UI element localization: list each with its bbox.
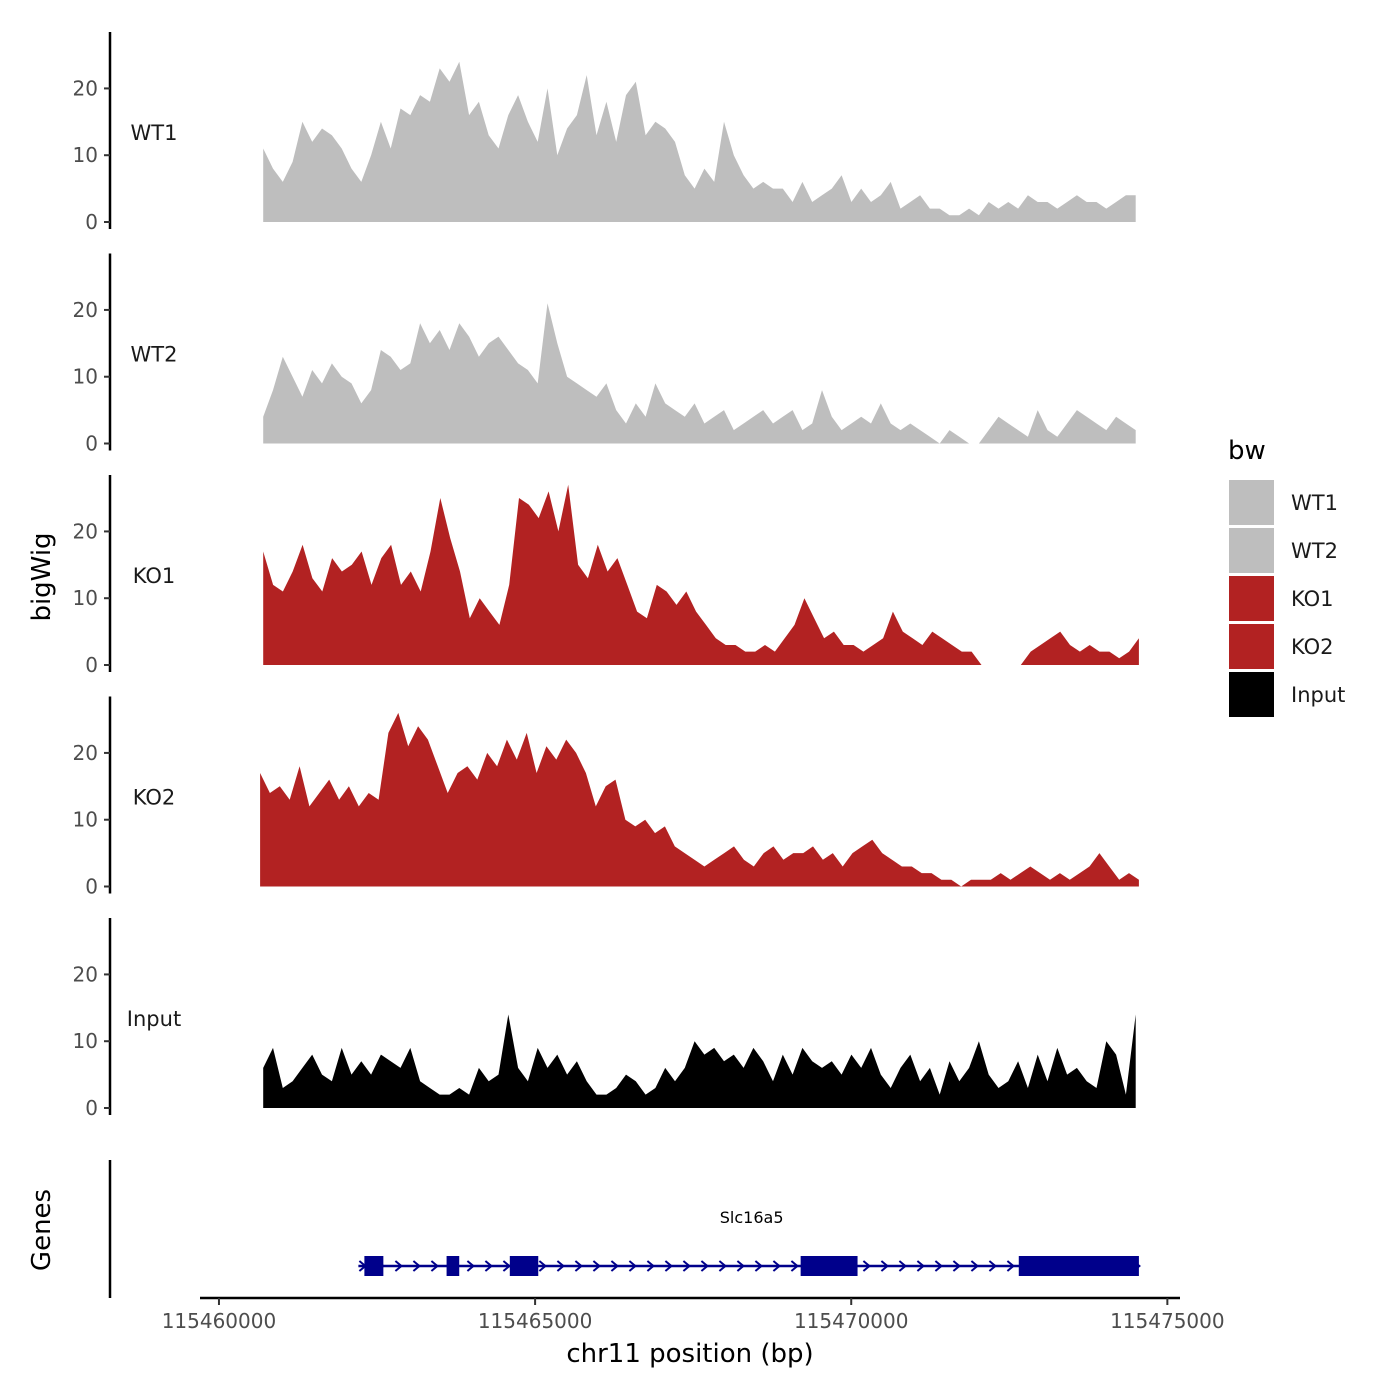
y-tick-label: 0 [85,1096,98,1120]
track-panel-input: 0 10 20 Input [73,918,1136,1120]
y-tick-label: 10 [73,808,98,832]
y-tick-label: 20 [73,298,98,322]
y-tick-label: 0 [85,875,98,899]
legend-swatch [1229,576,1274,621]
strand-arrow [880,1260,889,1272]
y-tick-label: 10 [73,365,98,389]
strand-arrow [430,1260,439,1272]
strand-arrow [574,1260,583,1272]
legend-title: bw [1228,436,1266,466]
strand-arrow [916,1260,925,1272]
coverage-area-wt1 [263,61,1136,223]
strand-arrow [556,1260,565,1272]
y-tick-label: 0 [85,432,98,456]
track-label: WT1 [131,121,178,145]
track-panel-ko2: 0 10 20 KO2 [73,696,1139,899]
x-axis: 115460000 115465000 115470000 115475000 [162,1296,1225,1333]
strand-arrow [1006,1260,1015,1272]
legend-label: KO1 [1291,587,1334,611]
strand-arrow [718,1260,727,1272]
y-tick-label: 20 [73,962,98,986]
track-label: Input [127,1007,181,1031]
strand-arrow [682,1260,691,1272]
legend-item-ko1: KO1 [1229,576,1334,621]
y-axis-title: bigWig [27,532,57,621]
strand-arrow [934,1260,943,1272]
strand-arrow [394,1260,403,1272]
track-label: KO2 [133,785,176,809]
legend-label: WT1 [1291,491,1338,515]
strand-arrow [592,1260,601,1272]
strand-arrow [988,1260,997,1272]
track-label: WT2 [131,342,178,366]
strand-arrow [754,1260,763,1272]
legend-item-wt1: WT1 [1229,480,1338,525]
x-tick-label: 115460000 [162,1309,277,1333]
strand-arrow [610,1260,619,1272]
gene-exon [509,1256,539,1276]
strand-arrow [790,1260,799,1272]
coverage-area-ko2 [260,712,1139,887]
genes-layer: Slc16a5 [108,1160,1141,1298]
track-panel-wt2: 0 10 20 WT2 [73,253,1136,456]
track-label: KO1 [133,564,176,588]
gene-exon [364,1256,384,1276]
legend-swatch [1229,624,1274,669]
strand-arrow [484,1260,493,1272]
legend-item-ko2: KO2 [1229,624,1334,669]
strand-arrow [862,1260,871,1272]
gene-exon [446,1256,460,1276]
y-tick-label: 20 [73,76,98,100]
strand-arrow [466,1260,475,1272]
strand-arrow [538,1260,547,1272]
strand-arrow [412,1260,421,1272]
strand-arrow [646,1260,655,1272]
legend-swatch [1229,528,1274,573]
x-tick-label: 115465000 [478,1309,593,1333]
strand-arrow [664,1260,673,1272]
y-tick-label: 10 [73,1029,98,1053]
strand-arrow [502,1260,511,1272]
y-tick-label: 10 [73,143,98,167]
legend-swatch [1229,480,1274,525]
strand-arrow [772,1260,781,1272]
strand-arrow [736,1260,745,1272]
legend-swatch [1229,672,1274,717]
x-tick-label: 115475000 [1110,1309,1225,1333]
strand-arrow [970,1260,979,1272]
strand-arrow [952,1260,961,1272]
y-tick-label: 10 [73,586,98,610]
track-panel-ko1: 0 10 20 KO1 [73,475,1139,677]
x-axis-title: chr11 position (bp) [566,1339,813,1369]
track-panel-wt1: 0 10 20 WT1 [73,32,1136,234]
tracks-layer: 0 10 20 WT1 0 10 20 WT2 0 10 20 KO1 0 10 20 KO2 0 10 20 Inp… [73,32,1139,1120]
gene-slc16a5: Slc16a5 [358,1208,1141,1276]
gene-exon [800,1256,858,1276]
strand-arrow [700,1260,709,1272]
y-tick-label: 20 [73,519,98,543]
x-tick-label: 115470000 [794,1309,909,1333]
strand-arrow [628,1260,637,1272]
legend: WT1 WT2 KO1 KO2 Input [1229,480,1345,717]
legend-label: KO2 [1291,635,1334,659]
y-tick-label: 0 [85,210,98,234]
coverage-area-input [263,1014,1136,1108]
genes-axis-title: Genes [27,1189,57,1271]
gene-name-label: Slc16a5 [720,1208,784,1227]
legend-item-input: Input [1229,672,1345,717]
strand-arrow [898,1260,907,1272]
gene-exon [1018,1256,1139,1276]
coverage-area-ko1 [263,484,1139,665]
legend-item-wt2: WT2 [1229,528,1338,573]
coverage-area-wt2 [263,303,1136,444]
y-tick-label: 20 [73,741,98,765]
y-tick-label: 0 [85,653,98,677]
legend-label: WT2 [1291,539,1338,563]
legend-label: Input [1291,683,1345,707]
